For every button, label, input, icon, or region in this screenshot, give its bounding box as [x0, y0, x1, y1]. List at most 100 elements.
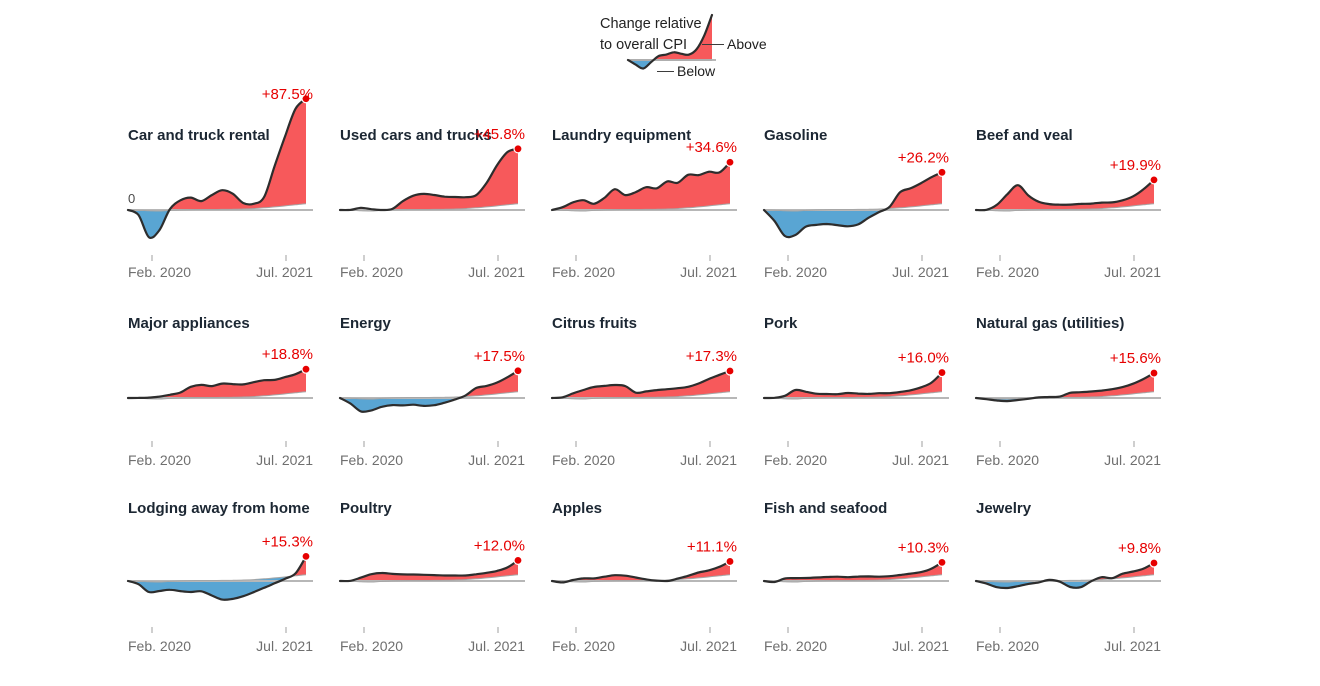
area-above-cpi	[764, 372, 942, 399]
category-line	[626, 13, 714, 70]
legend: Change relative to overall CPI Above Bel…	[598, 12, 808, 92]
change-label: +18.8%	[262, 346, 313, 363]
x-axis-label-end: Jul. 2021	[892, 264, 949, 280]
category-line	[974, 561, 1156, 590]
end-dot	[937, 167, 947, 177]
sparkline-chart: +10.3%	[762, 539, 949, 584]
cpi-reference-line	[975, 574, 1155, 583]
category-line	[550, 369, 732, 400]
x-axis-label-end: Jul. 2021	[468, 638, 525, 654]
x-axis-label-end: Jul. 2021	[1104, 638, 1161, 654]
tick-end	[497, 255, 499, 261]
legend-below-label: Below	[677, 63, 716, 79]
change-label: +19.9%	[1110, 157, 1161, 174]
end-dot	[301, 94, 311, 104]
category-line	[126, 555, 308, 601]
change-label: +10.3%	[898, 539, 949, 556]
x-axis-label-end: Jul. 2021	[1104, 264, 1161, 280]
x-axis-label-start: Feb. 2020	[976, 638, 1040, 654]
x-axis-label-start: Feb. 2020	[340, 638, 404, 654]
sparkline-chart: +17.3%	[550, 348, 737, 400]
zero-axis-label: 0	[128, 191, 136, 206]
chart-cell-apples: Apples +11.1% Feb. 2020 Jul. 2021	[550, 486, 737, 686]
sparkline-chart: +19.9%	[974, 157, 1161, 212]
cpi-reference-line	[763, 574, 943, 583]
end-dot	[725, 556, 735, 567]
sparkline-chart: +16.0%	[762, 350, 949, 400]
tick-end	[709, 441, 711, 447]
sparkline-chart: +15.3%	[126, 533, 313, 601]
category-line	[338, 369, 520, 413]
change-label: +34.6%	[686, 139, 737, 156]
chart-cell-poultry: Poultry +12.0% Feb. 2020 Jul. 2021	[338, 486, 525, 686]
category-line	[974, 178, 1156, 212]
chart-title: Car and truck rental	[128, 127, 270, 144]
sparkline-chart: +18.8%	[126, 346, 313, 400]
chart-cell-pork: Pork +16.0% Feb. 2020 Jul. 2021	[762, 300, 949, 486]
chart-title: Energy	[340, 315, 391, 332]
sparkline-chart: +11.1%	[550, 538, 737, 584]
change-label: +45.8%	[474, 126, 525, 143]
area-above-cpi	[340, 148, 518, 211]
chart-cell-major-appliances: Major appliances +18.8% Feb. 2020 Jul. 2021	[126, 300, 313, 486]
tick-start	[999, 441, 1001, 447]
x-axis-label-end: Jul. 2021	[256, 452, 313, 468]
legend-caption-line2: to overall CPI	[600, 37, 688, 53]
end-dot	[725, 157, 735, 167]
chart-title: Fish and seafood	[764, 500, 888, 517]
area-below-cpi	[128, 574, 306, 600]
change-label: +17.5%	[474, 348, 525, 365]
x-axis-label-start: Feb. 2020	[764, 264, 828, 280]
tick-start	[999, 255, 1001, 261]
area-below-cpi	[764, 203, 942, 238]
chart-cell-beef-and-veal: Beef and veal +19.9% Feb. 2020 Jul. 2021	[974, 87, 1161, 300]
sparkline-chart: +45.8%	[338, 126, 525, 212]
end-dot	[513, 144, 523, 154]
chart-cell-car-and-truck-rental: Car and truck rental +87.5% 0 Feb. 2020 Jul.…	[126, 86, 313, 300]
tick-start	[151, 627, 153, 633]
chart-cell-fish-and-seafood: Fish and seafood +10.3% Feb. 2020 Jul. 2021	[762, 486, 949, 686]
cpi-reference-line	[339, 391, 519, 400]
x-axis-label-end: Jul. 2021	[256, 264, 313, 280]
tick-end	[285, 627, 287, 633]
category-line	[338, 559, 520, 583]
area-above-cpi	[552, 162, 730, 211]
tick-end	[921, 627, 923, 633]
cpi-reference-line	[339, 574, 519, 583]
x-axis-label-start: Feb. 2020	[340, 452, 404, 468]
category-line	[126, 368, 308, 400]
tick-end	[921, 255, 923, 261]
x-axis-label-end: Jul. 2021	[680, 638, 737, 654]
tick-start	[151, 441, 153, 447]
change-label: +12.0%	[474, 537, 525, 554]
area-above-cpi	[552, 371, 730, 399]
tick-end	[1133, 255, 1135, 261]
chart-title: Apples	[552, 500, 603, 517]
cpi-reference-line	[763, 391, 943, 400]
end-dot	[937, 367, 947, 378]
small-multiples-canvas: Change relative to overall CPI Above Bel…	[126, 12, 1161, 654]
change-label: +17.3%	[686, 348, 737, 365]
x-axis-label-end: Jul. 2021	[892, 452, 949, 468]
tick-start	[575, 441, 577, 447]
x-axis-label-start: Feb. 2020	[976, 452, 1040, 468]
x-axis-label-start: Feb. 2020	[764, 638, 828, 654]
area-above-cpi	[340, 560, 518, 582]
sparkline-chart: +26.2%	[762, 149, 949, 239]
change-label: +16.0%	[898, 350, 949, 367]
legend-above-label: Above	[727, 36, 767, 52]
tick-end	[285, 441, 287, 447]
legend-above-connector	[702, 44, 724, 45]
chart-title: Poultry	[340, 500, 392, 517]
sparkline-chart: +15.6%	[974, 350, 1161, 403]
tick-end	[1133, 627, 1135, 633]
cpi-reference-line	[975, 391, 1155, 400]
cpi-reference-line	[551, 574, 731, 583]
tick-start	[787, 441, 789, 447]
chart-title: Laundry equipment	[552, 127, 692, 144]
chart-title: Beef and veal	[976, 127, 1073, 144]
category-line	[550, 161, 732, 212]
category-line	[974, 371, 1156, 403]
area-above-cpi	[128, 369, 306, 399]
end-dot	[1149, 558, 1159, 568]
